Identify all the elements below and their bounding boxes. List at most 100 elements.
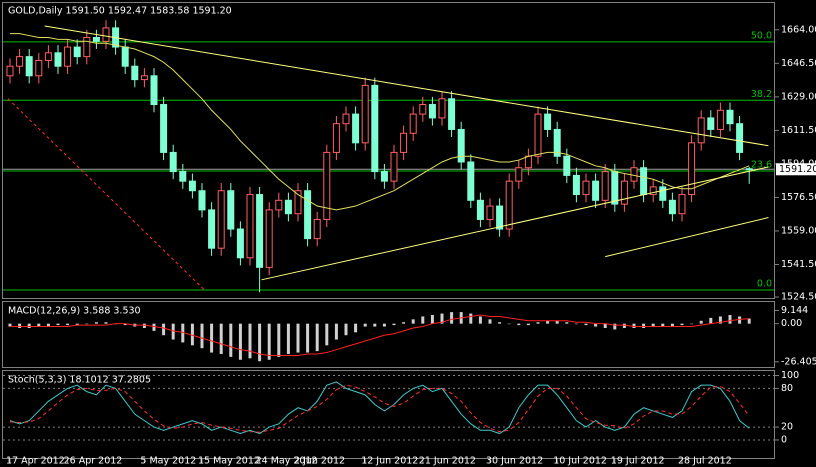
candle-body [409, 113, 417, 134]
candle-body [35, 59, 43, 77]
macd-bar [66, 323, 70, 326]
macd-bar [200, 323, 204, 349]
candle-body [678, 194, 686, 215]
candle-body [457, 128, 465, 163]
macd-bar [565, 322, 569, 324]
macd-bar [152, 323, 156, 331]
y-tick-label: 9.144 [781, 305, 808, 316]
candle-body [150, 75, 158, 106]
candle-body [332, 123, 340, 153]
x-tick-label: 5 May 2012 [140, 456, 196, 467]
macd-bar [219, 323, 223, 354]
candle-body [284, 199, 292, 215]
candle-body [496, 205, 504, 230]
macd-bar [354, 323, 358, 333]
macd-signal [10, 314, 750, 356]
candle-body [313, 218, 321, 240]
y-tick-label: 80 [781, 383, 793, 394]
macd-bar [507, 323, 511, 325]
candle-body [400, 132, 408, 153]
candle-body [44, 52, 52, 61]
candle-body [371, 84, 379, 173]
macd-panel [2, 301, 775, 368]
macd-bar [286, 323, 290, 354]
candle-body [697, 117, 705, 144]
macd-bar [632, 323, 636, 328]
trend-line [261, 166, 769, 281]
fib-label: 50.0 [751, 30, 772, 41]
candle-body [16, 56, 24, 67]
chart-title: GOLD,Daily 1591.50 1592.47 1583.58 1591.… [8, 6, 232, 17]
macd-bar [171, 323, 175, 340]
macd-bar [46, 323, 50, 327]
x-tick-label: 10 Jul 2012 [553, 456, 607, 467]
candle-body [361, 84, 369, 144]
macd-bar [450, 312, 454, 324]
macd-bar [334, 323, 338, 340]
macd-bar [603, 323, 607, 328]
candle-body [380, 171, 388, 182]
moving-average [10, 33, 750, 211]
y-tick-label: 1611.50 [781, 125, 816, 136]
macd-bar [613, 323, 617, 330]
candle-body [438, 98, 446, 119]
stoch-title: Stoch(5,3,3) 18.1012 37.2805 [8, 375, 151, 386]
x-tick-label: 24 May 2012 [256, 456, 318, 467]
macd-bar [392, 323, 396, 326]
macd-bar [94, 322, 98, 324]
macd-bar [546, 320, 550, 324]
candle-body [83, 36, 91, 58]
x-tick-label: 17 Apr 2012 [6, 456, 65, 467]
candle-body [236, 228, 244, 259]
macd-bar [728, 315, 732, 324]
x-tick-label: 2 Jun 2012 [294, 456, 345, 467]
macd-bar [18, 323, 22, 328]
candle-body [227, 190, 235, 230]
macd-bar [594, 323, 598, 327]
macd-bar [699, 320, 703, 324]
macd-bar [344, 323, 348, 336]
macd-bar [555, 320, 559, 324]
candle-body [448, 98, 456, 130]
candle-body [524, 155, 532, 169]
candle-body [592, 180, 600, 201]
macd-bar [8, 323, 12, 327]
stoch-panel [2, 370, 775, 459]
candle-body [121, 46, 129, 67]
candle-body [611, 171, 619, 205]
macd-bar [277, 323, 281, 357]
macd-bar [85, 323, 89, 325]
y-tick-label: 1629.00 [781, 91, 816, 102]
candle-body [582, 180, 590, 196]
candle-body [131, 65, 139, 81]
macd-bar [104, 322, 108, 324]
macd-bar [238, 323, 242, 360]
macd-bar [306, 323, 310, 353]
x-tick-label: 15 May 2012 [198, 456, 260, 467]
macd-bar [584, 323, 588, 326]
candle-body [140, 75, 148, 81]
candle-body [64, 46, 72, 67]
macd-bar [27, 323, 31, 328]
macd-bar [430, 315, 434, 324]
candle-body [726, 109, 734, 125]
candle-body [179, 171, 187, 182]
candle-body [745, 168, 753, 171]
macd-bar [325, 323, 329, 346]
macd-bar [738, 316, 742, 324]
macd-bar [363, 323, 367, 327]
candle-body [198, 190, 206, 211]
candle-body [54, 52, 62, 67]
candle-body [217, 190, 225, 249]
macd-bar [526, 323, 530, 326]
candle-body [102, 27, 110, 42]
candle-body [25, 56, 33, 77]
macd-bar [680, 323, 684, 326]
candle-body [246, 194, 254, 259]
candle-body [476, 199, 484, 220]
y-tick-label: 1559.00 [781, 225, 816, 236]
bid-box [776, 163, 816, 176]
candle-body [630, 167, 638, 182]
fib-label: 23.6 [751, 159, 772, 170]
